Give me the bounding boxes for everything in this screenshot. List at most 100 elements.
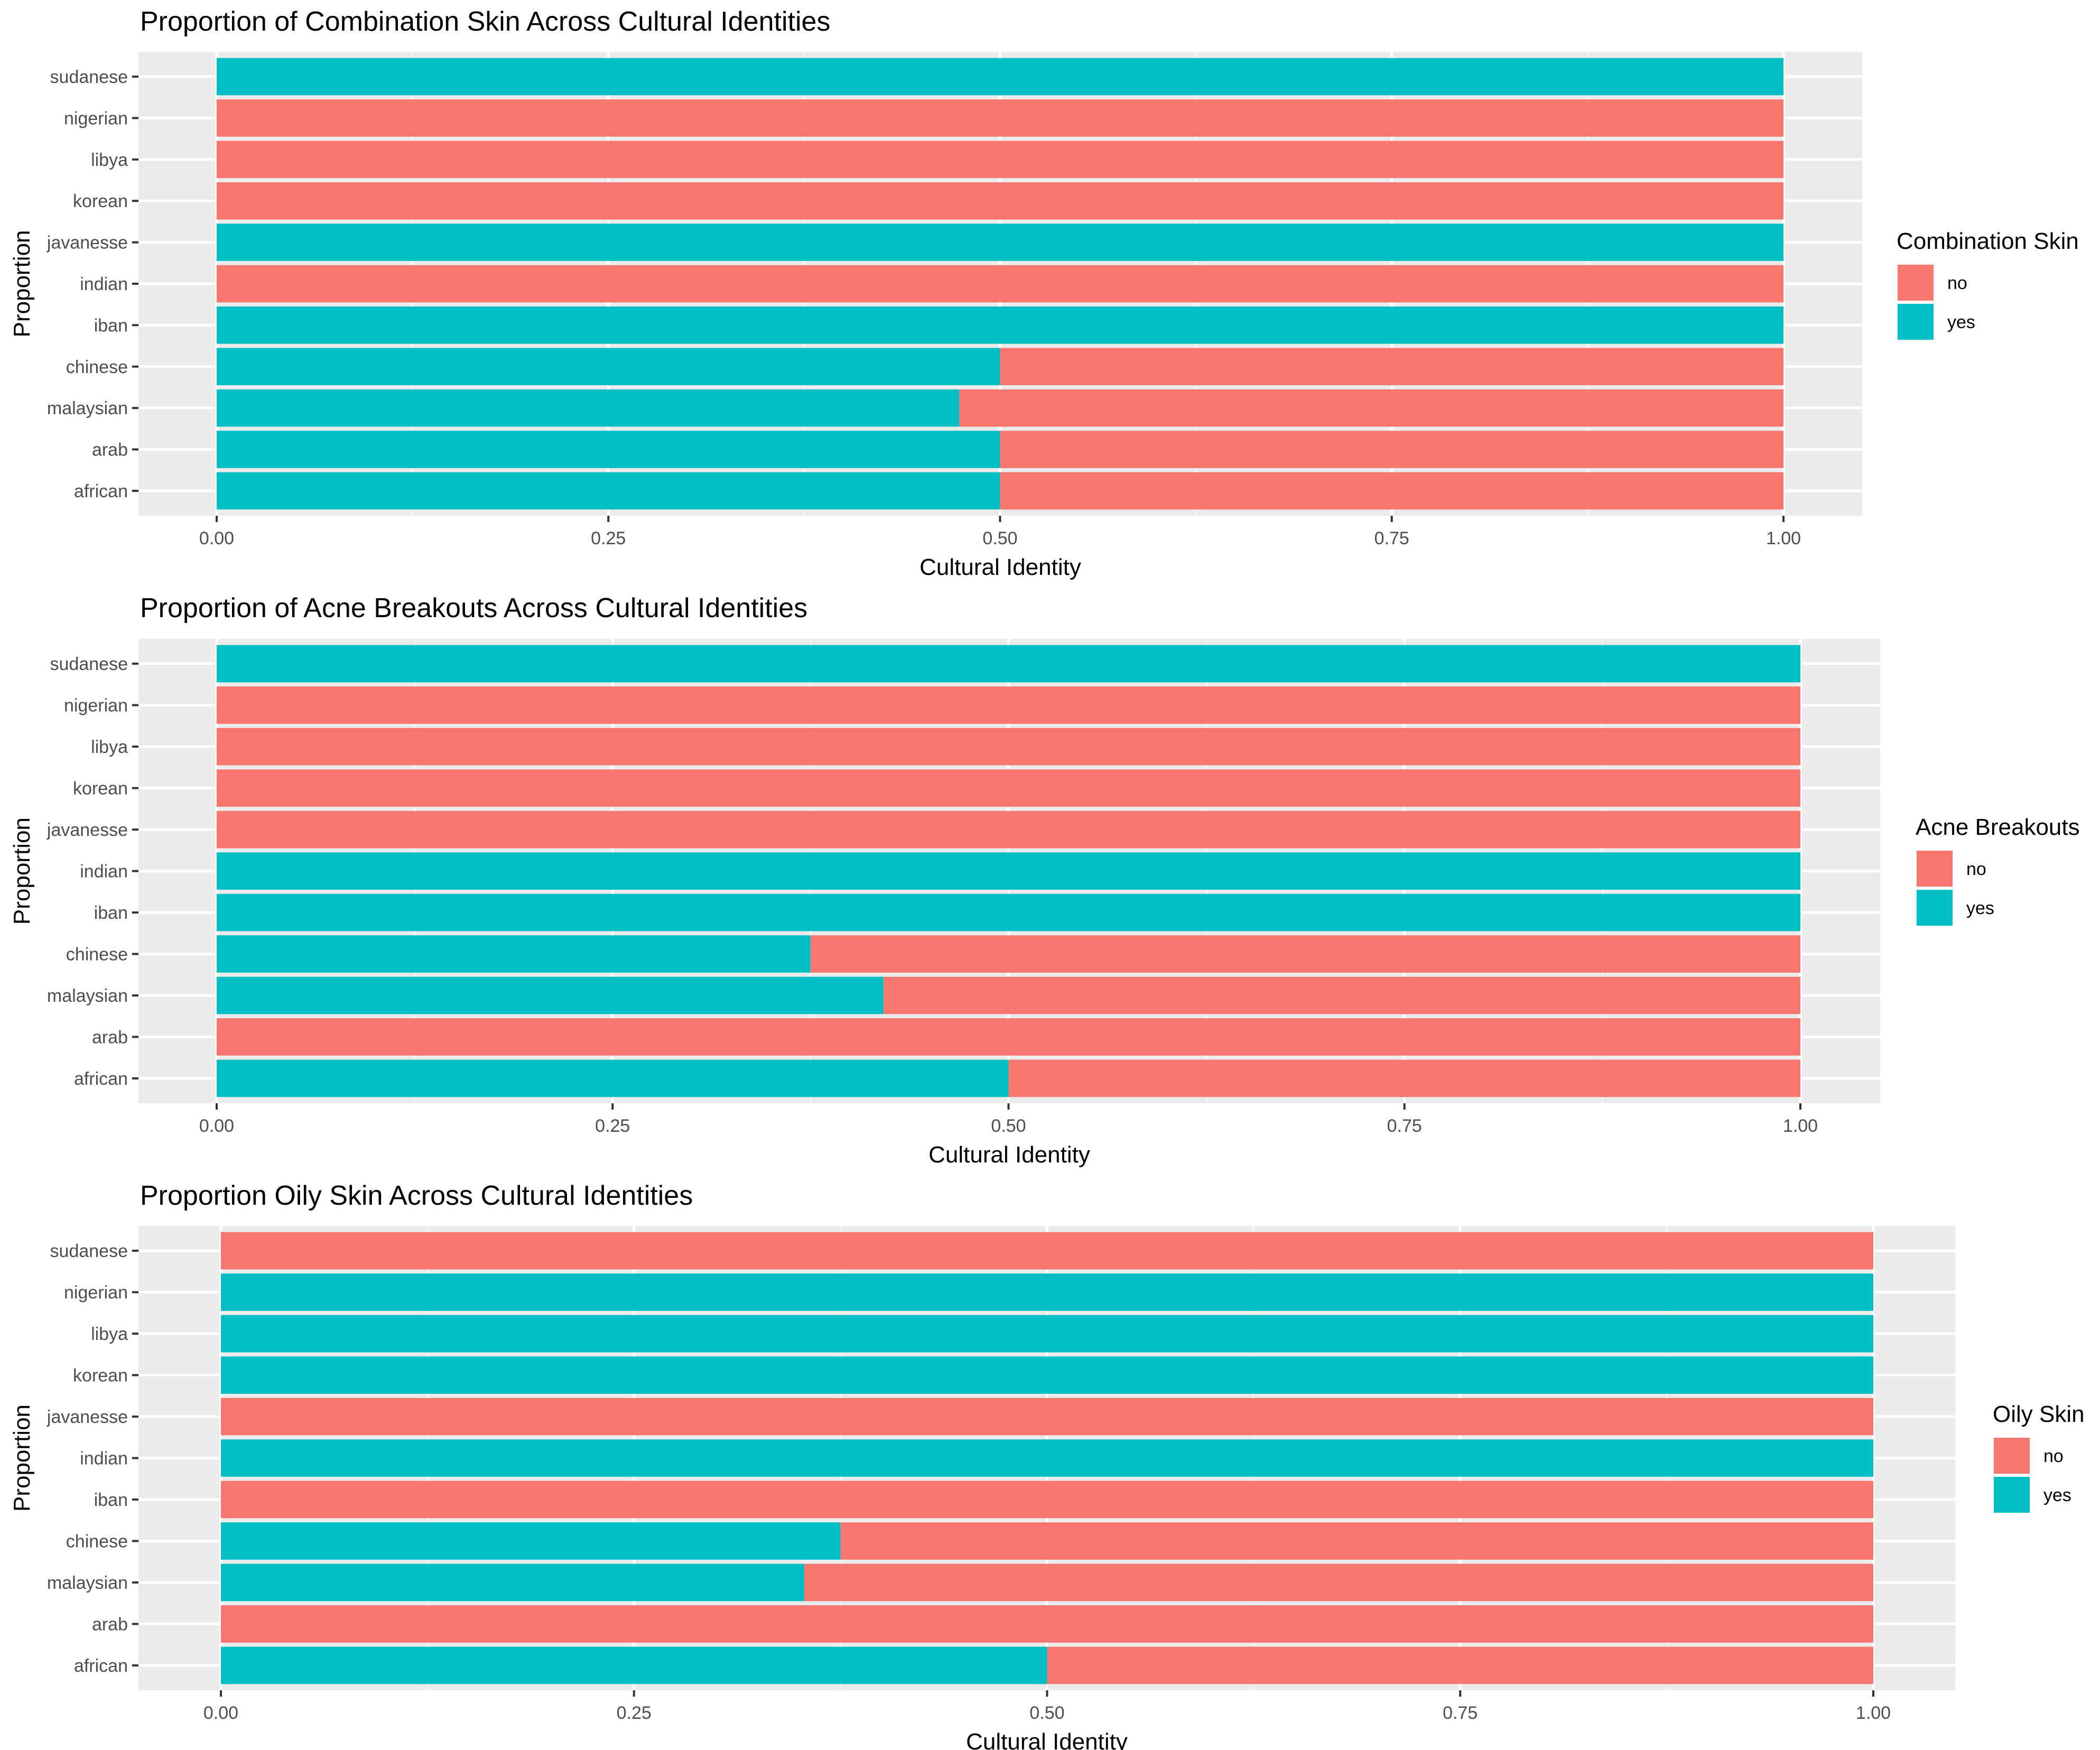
bar-segment-yes <box>221 1563 804 1602</box>
bar-segment-no <box>217 686 1800 724</box>
bar-segment-no <box>221 1481 1873 1519</box>
y-tick-label: korean <box>73 1366 128 1386</box>
bar-segment-yes <box>217 976 884 1014</box>
chart-title-3: Proportion Oily Skin Across Cultural Ide… <box>140 1180 693 1211</box>
bar-segment-yes <box>217 224 1783 261</box>
y-tick-label: sudanese <box>50 654 128 674</box>
y-tick-label: iban <box>94 1490 128 1510</box>
bar-segment-no <box>1047 1646 1873 1684</box>
bar-segment-yes <box>217 893 1800 932</box>
legend-title: Oily Skin <box>1993 1401 2085 1427</box>
y-tick-label: nigerian <box>64 108 128 128</box>
y-tick-label: libya <box>91 1324 128 1344</box>
x-tick-label: 0.00 <box>203 1703 238 1723</box>
y-tick-label: javanesse <box>47 1407 128 1427</box>
bar-segment-no <box>1000 472 1783 510</box>
bar-segment-yes <box>217 472 1000 510</box>
y-tick-label: arab <box>92 1614 128 1634</box>
y-tick-label: arab <box>92 1027 128 1047</box>
bar-segment-yes <box>221 1522 841 1560</box>
y-tick-label: indian <box>80 862 128 882</box>
y-tick-label: african <box>74 481 128 501</box>
y-tick-label: sudanese <box>50 1241 128 1261</box>
y-tick-label: sudanese <box>50 67 128 87</box>
y-tick-label: javanesse <box>47 820 128 840</box>
legend-key-no <box>1994 1438 2030 1474</box>
bar-segment-no <box>217 1018 1800 1056</box>
bar-segment-no <box>217 728 1800 766</box>
legend-key-yes <box>1917 890 1953 926</box>
bar-segment-yes <box>221 1356 1873 1394</box>
bar-segment-no <box>959 389 1783 427</box>
x-axis-title: Cultural Identity <box>919 554 1081 580</box>
legend-label-yes: yes <box>1966 898 1994 918</box>
legend-label-no: no <box>1966 859 1986 879</box>
bar-segment-no <box>883 976 1800 1014</box>
legend-label-yes: yes <box>2043 1485 2071 1505</box>
bar-segment-no <box>217 182 1783 220</box>
y-axis-title: Proportion <box>9 817 35 925</box>
bar-segment-yes <box>221 1439 1873 1477</box>
bar-segment-no <box>221 1605 1873 1643</box>
x-tick-label: 1.00 <box>1856 1703 1891 1723</box>
x-tick-label: 0.75 <box>1387 1116 1422 1136</box>
bar-segment-no <box>1000 431 1783 468</box>
x-tick-label: 0.50 <box>991 1116 1026 1136</box>
y-tick-label: korean <box>73 191 128 211</box>
bar-segment-yes <box>217 935 811 973</box>
bar-segment-yes <box>221 1273 1873 1311</box>
y-tick-label: iban <box>94 903 128 923</box>
y-tick-label: african <box>74 1656 128 1676</box>
x-tick-label: 0.25 <box>591 528 626 548</box>
chart-title-1: Proportion of Combination Skin Across Cu… <box>140 6 830 37</box>
bar-segment-yes <box>221 1315 1873 1353</box>
y-tick-label: korean <box>73 779 128 799</box>
x-tick-label: 0.50 <box>982 528 1017 548</box>
bar-segment-no <box>217 265 1783 303</box>
bar-segment-no <box>217 141 1783 179</box>
bar-segment-no <box>810 935 1800 973</box>
bar-segment-no <box>1008 1059 1800 1097</box>
legend-label-no: no <box>1947 273 1967 293</box>
x-tick-label: 0.25 <box>595 1116 630 1136</box>
y-tick-label: iban <box>94 315 128 336</box>
y-tick-label: malaysian <box>47 986 128 1006</box>
y-tick-label: libya <box>91 150 128 170</box>
legend-title: Combination Skin <box>1897 228 2079 254</box>
bar-segment-no <box>221 1232 1873 1270</box>
bar-segment-yes <box>217 1059 1009 1097</box>
x-tick-label: 1.00 <box>1766 528 1801 548</box>
bar-segment-no <box>1000 348 1783 386</box>
y-tick-label: javanesse <box>47 233 128 253</box>
x-tick-label: 0.25 <box>617 1703 652 1723</box>
legend-label-yes: yes <box>1947 312 1975 332</box>
bar-segment-no <box>217 811 1800 849</box>
y-tick-label: malaysian <box>47 1573 128 1593</box>
y-tick-label: indian <box>80 274 128 294</box>
legend-key-yes <box>1994 1477 2030 1513</box>
y-tick-label: libya <box>91 737 128 757</box>
bar-segment-yes <box>217 389 960 427</box>
y-axis-title: Proportion <box>9 230 35 337</box>
y-tick-label: african <box>74 1069 128 1089</box>
bar-segment-yes <box>217 431 1000 468</box>
bar-segment-no <box>221 1398 1873 1436</box>
legend-key-yes <box>1898 304 1934 340</box>
chart-title-2: Proportion of Acne Breakouts Across Cult… <box>140 593 807 623</box>
bar-segment-no <box>804 1563 1873 1602</box>
bar-segment-yes <box>217 852 1800 890</box>
bar-segment-yes <box>217 58 1783 96</box>
x-tick-label: 0.50 <box>1029 1703 1064 1723</box>
x-axis-title: Cultural Identity <box>966 1729 1128 1750</box>
y-tick-label: nigerian <box>64 696 128 716</box>
y-tick-label: chinese <box>66 357 128 377</box>
x-tick-label: 0.75 <box>1443 1703 1478 1723</box>
legend-key-no <box>1917 851 1953 887</box>
y-axis-title: Proportion <box>9 1404 35 1512</box>
x-axis-title: Cultural Identity <box>928 1142 1090 1168</box>
bar-segment-no <box>217 99 1783 137</box>
x-tick-label: 0.00 <box>199 1116 234 1136</box>
legend-label-no: no <box>2043 1446 2064 1466</box>
y-tick-label: chinese <box>66 1531 128 1551</box>
